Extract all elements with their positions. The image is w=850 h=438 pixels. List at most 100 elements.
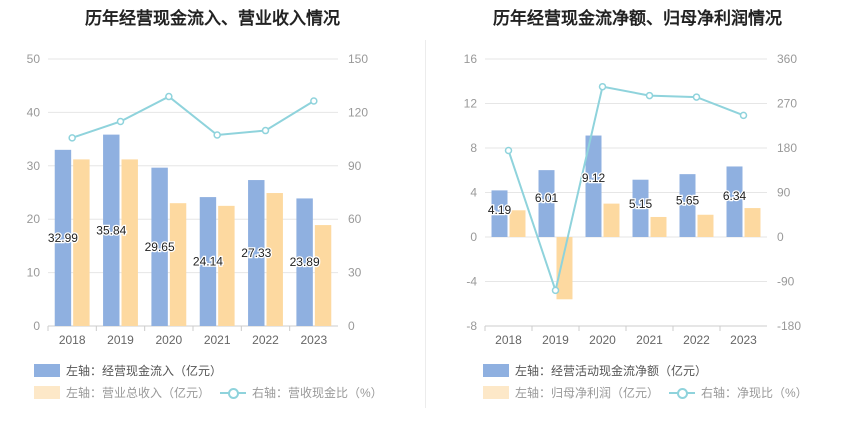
bar-data-label: 32.99: [48, 231, 78, 245]
left-chart-panel: 历年经营现金流入、营业收入情况 0 10 20 30 40 50 0 30 60 90 120 150…: [27, 9, 383, 401]
x-axis-tick-label: 2018: [495, 333, 522, 347]
ratio-line-point: [165, 92, 173, 101]
bar-data-label: 9.12: [582, 171, 606, 185]
x-axis-tick-label: 2019: [542, 333, 569, 347]
right-chart-panel: 历年经营现金流净额、归母净利润情况 -8 -4 0 4 8 12 16 -180 -90 0 90 1…: [425, 0, 850, 438]
ratio-line-point: [261, 126, 270, 135]
x-axis-tick-label: 2021: [204, 333, 231, 347]
left-axis-tick-label: 20: [27, 212, 41, 226]
x-axis-tick-label: 2022: [252, 333, 279, 347]
left-axis-tick-label: -4: [466, 275, 477, 289]
x-axis-tick-label: 2023: [730, 333, 757, 347]
bar-primary: [248, 180, 265, 326]
right-axis-tick-label: 90: [777, 186, 791, 200]
bar-primary: [103, 134, 120, 326]
ratio-line-point: [551, 286, 560, 295]
right-axis-tick-label: 180: [777, 141, 797, 155]
bar-primary: [679, 174, 696, 237]
left-axis-tick-label: 0: [470, 230, 477, 244]
x-axis-tick-label: 2019: [107, 333, 134, 347]
ratio-line-point: [68, 134, 76, 142]
bar-secondary: [697, 214, 714, 237]
x-axis-tick-label: 2023: [300, 333, 327, 347]
right-axis-tick-label: 150: [348, 52, 368, 66]
ratio-line-point: [645, 91, 654, 100]
left-chart-svg: 0 10 20 30 40 50 0 30 60 90 120 150 2018 2019 2020 2021…: [27, 52, 369, 347]
legend-item-revenue[interactable]: 左轴：营业总收入（亿元）: [34, 384, 210, 401]
right-chart-svg: -8 -4 0 4 8 12 16 -180 -90 0 90 180 270 360 2018 2019 20…: [464, 52, 802, 347]
legend-item-cash-ratio[interactable]: 右轴：净现比（%）: [669, 384, 808, 401]
legend-swatch-orange: [483, 386, 509, 399]
bar-data-label: 6.01: [535, 191, 559, 205]
legend-item-cash-inflow[interactable]: 左轴：经营现金流入（亿元）: [34, 362, 222, 379]
right-chart-title: 历年经营现金流净额、归母净利润情况: [493, 9, 782, 28]
left-axis-tick-label: 30: [27, 159, 41, 173]
ratio-line-point: [310, 97, 318, 105]
legend-label: 左轴：归母净利润（亿元）: [515, 386, 660, 400]
left-axis-tick-label: 12: [464, 97, 478, 111]
bar-secondary: [121, 159, 138, 326]
bar-secondary: [650, 216, 667, 237]
left-axis-tick-label: 40: [27, 105, 41, 119]
right-axis-tick-label: 60: [348, 212, 362, 226]
legend-label: 左轴：经营现金流入（亿元）: [66, 364, 223, 378]
bar-secondary: [603, 203, 620, 237]
left-axis-tick-label: 16: [464, 52, 478, 66]
x-axis-tick-label: 2020: [155, 333, 182, 347]
bar-secondary: [556, 237, 573, 300]
ratio-line-point: [598, 82, 607, 91]
bar-data-label: 23.89: [290, 255, 320, 269]
legend-swatch-blue: [483, 364, 509, 377]
left-axis-tick-label: 50: [27, 52, 41, 66]
right-axis-tick-label: 270: [777, 97, 797, 111]
legend-label: 左轴：营业总收入（亿元）: [66, 386, 211, 400]
legend-swatch-line: [669, 386, 695, 399]
legend-item-net-cashflow[interactable]: 左轴：经营活动现金流净额（亿元）: [483, 362, 707, 379]
bar-data-label: 5.65: [676, 194, 700, 208]
left-axis-tick-label: 8: [470, 141, 477, 155]
bar-secondary: [744, 208, 761, 237]
left-axis-tick-label: 0: [33, 319, 40, 333]
bar-secondary: [314, 225, 332, 326]
bar-data-label: 35.84: [96, 223, 126, 237]
x-axis-tick-label: 2022: [683, 333, 710, 347]
ratio-line: [507, 85, 744, 295]
ratio-line-point: [692, 93, 701, 101]
bar-data-label: 27.33: [241, 246, 271, 260]
legend-swatch-orange: [34, 386, 60, 399]
legend-item-ratio[interactable]: 右轴：营收现金比（%）: [220, 384, 383, 401]
bar-primary: [585, 135, 602, 237]
left-axis-tick-label: -8: [466, 319, 477, 333]
legend-label: 右轴：净现比（%）: [701, 386, 808, 400]
bar-primary: [726, 166, 743, 237]
x-axis-tick-label: 2018: [59, 333, 86, 347]
right-axis-tick-label: 0: [777, 230, 784, 244]
bar-secondary: [266, 193, 283, 326]
ratio-line-point: [213, 131, 221, 139]
left-chart-title: 历年经营现金流入、营业收入情况: [85, 9, 340, 28]
bar-secondary: [218, 205, 235, 326]
x-axis-tick-label: 2021: [636, 333, 663, 347]
right-axis-tick-label: 120: [348, 105, 368, 119]
bar-primary: [296, 198, 313, 326]
bar-primary: [632, 179, 649, 237]
legend-swatch-line: [220, 386, 246, 399]
bar-data-label: 24.14: [193, 255, 223, 269]
bar-data-label: 29.65: [145, 240, 175, 254]
ratio-line: [71, 95, 315, 139]
right-axis-tick-label: -90: [777, 275, 795, 289]
bar-primary: [491, 190, 508, 237]
bar-secondary: [73, 159, 90, 326]
left-axis-tick-label: 10: [27, 266, 41, 280]
bar-primary: [538, 170, 555, 237]
bar-data-label: 5.15: [629, 197, 653, 211]
right-axis-tick-label: 90: [348, 159, 362, 173]
x-axis-tick-label: 2020: [589, 333, 616, 347]
legend-item-net-profit[interactable]: 左轴：归母净利润（亿元）: [483, 384, 659, 401]
bar-primary: [199, 197, 217, 326]
ratio-line-point: [504, 146, 513, 155]
bar-data-label: 6.34: [723, 189, 747, 203]
bar-data-label: 4.19: [488, 203, 512, 217]
bar-primary: [54, 149, 72, 326]
bar-secondary: [169, 203, 187, 326]
